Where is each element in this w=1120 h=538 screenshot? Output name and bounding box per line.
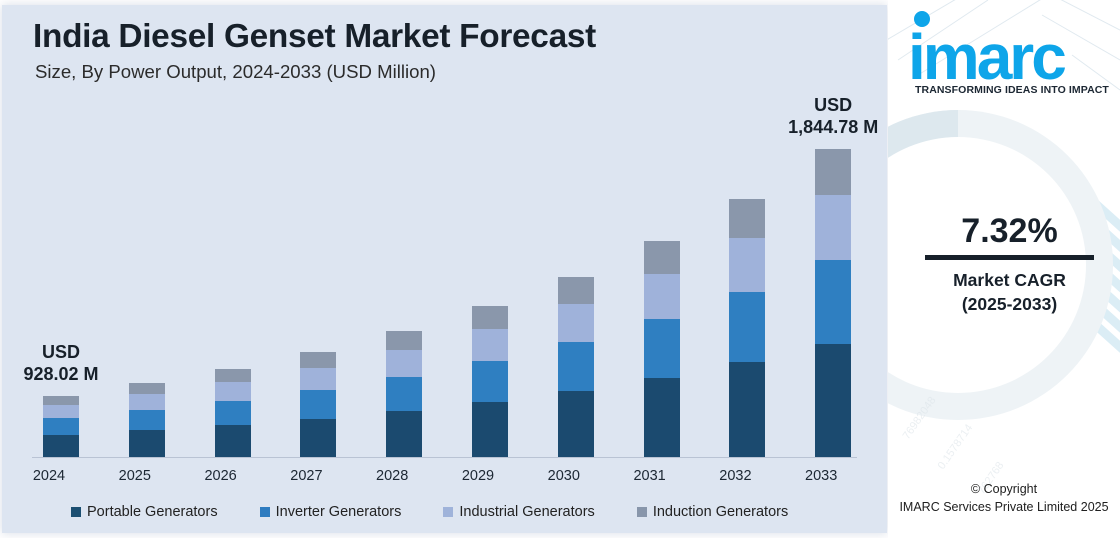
svg-text:imarc: imarc <box>908 21 1065 93</box>
svg-text:© Copyright: © Copyright <box>971 482 1038 496</box>
svg-text:IMARC Services Private Limited: IMARC Services Private Limited 2025 <box>899 500 1108 514</box>
